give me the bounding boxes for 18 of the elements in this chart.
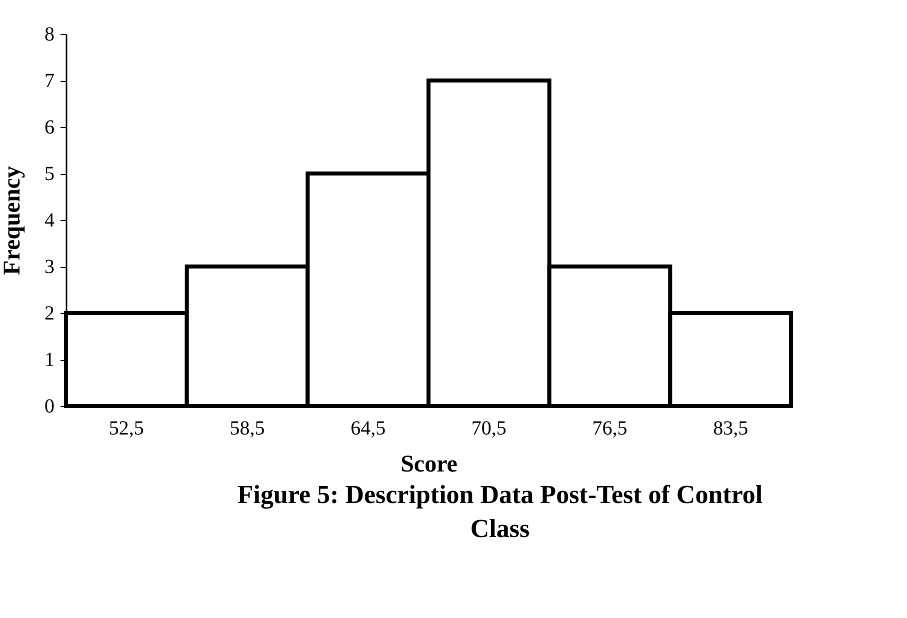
y-tick-label: 8: [44, 24, 54, 46]
x-tick-label: 83,5: [713, 418, 748, 440]
y-tick-label: 6: [44, 116, 54, 138]
x-tick-label: 76,5: [592, 418, 628, 440]
y-axis-title: Frequency: [0, 166, 26, 275]
y-tick-label: 7: [44, 70, 54, 92]
x-axis-title: Score: [400, 452, 458, 478]
x-tick-label: 58,5: [230, 418, 265, 440]
y-tick-label: 2: [44, 302, 54, 324]
y-tick-label: 0: [44, 396, 54, 418]
x-tick-label: 52,5: [108, 418, 144, 440]
y-tick-label: 4: [44, 210, 54, 232]
x-tick-label: 64,5: [350, 418, 386, 440]
y-tick-label: 1: [44, 349, 54, 371]
y-tick-label: 3: [44, 256, 54, 278]
caption: Figure 5: Description Data Post-Test of Control Class: [236, 479, 764, 545]
x-tick-label: 70,5: [471, 418, 506, 440]
y-tick-label: 5: [44, 163, 54, 185]
